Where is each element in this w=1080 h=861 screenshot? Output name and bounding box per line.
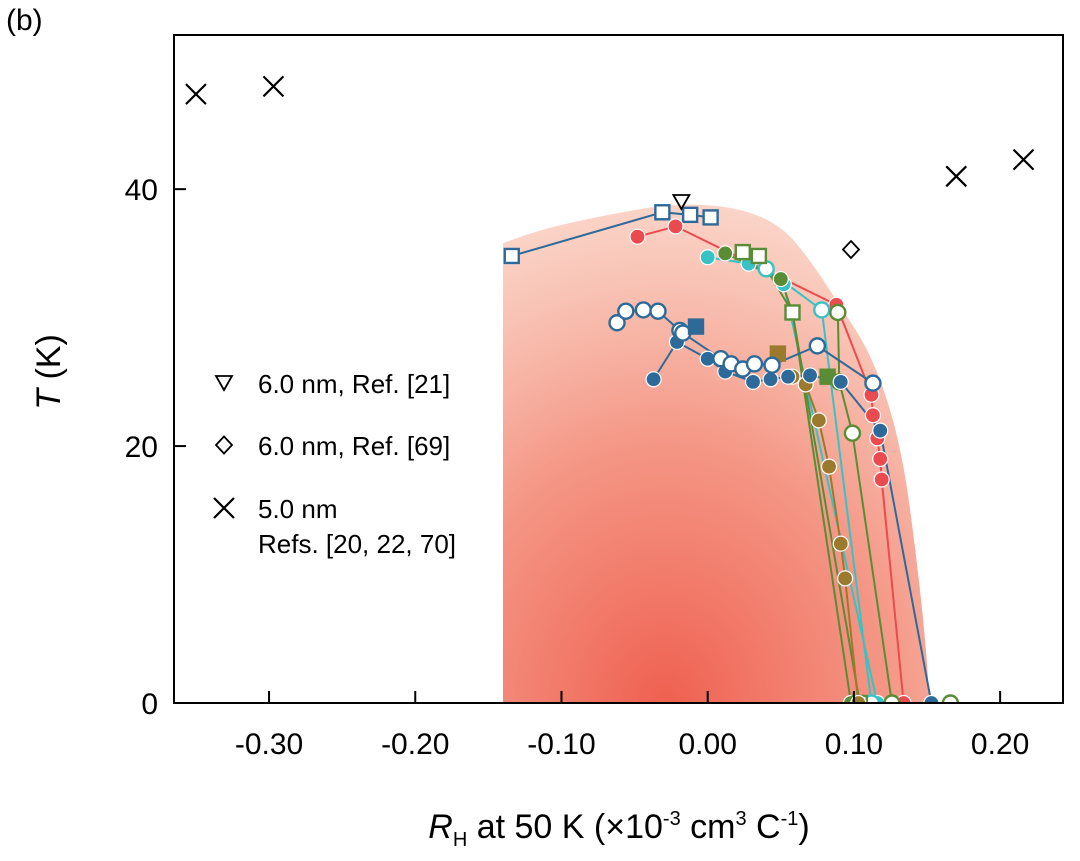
x-tick-label: 0.00 xyxy=(678,728,736,761)
data-point-s15-p3 xyxy=(1012,148,1035,171)
data-point-s8-p3 xyxy=(820,458,838,475)
y-tick-label: 40 xyxy=(125,174,158,207)
legend-label-2-1: Refs. [20, 22, 70] xyxy=(258,529,456,559)
data-point-s5-p0 xyxy=(734,243,751,261)
data-point-s0-p2 xyxy=(681,206,699,224)
data-point-s6-p3 xyxy=(883,694,901,703)
series-line-0 xyxy=(511,211,711,257)
data-point-s12-p0 xyxy=(687,318,705,335)
y-tick-label: 20 xyxy=(125,431,158,464)
data-point-s11-p3 xyxy=(649,302,667,320)
data-point-s10-p7 xyxy=(801,367,819,384)
x-tick-label: -0.30 xyxy=(235,728,303,761)
data-point-s11-p2 xyxy=(634,301,653,319)
data-point-s1-p0 xyxy=(629,228,646,245)
data-point-s3-p1 xyxy=(813,301,831,319)
data-point-s2-p0 xyxy=(699,249,716,266)
data-point-s15-p0 xyxy=(185,83,207,105)
data-point-s0-p1 xyxy=(654,204,671,221)
x-axis-ticks: -0.30 -0.20 -0.10 0.00 0.10 0.20 xyxy=(235,691,1029,761)
data-point-s4-p0 xyxy=(717,245,734,262)
data-point-s10-p10 xyxy=(923,694,940,703)
x-axis-label: RH at 50 K (×10-3 cm3 C-1) xyxy=(428,808,809,851)
x-tick-label: -0.20 xyxy=(381,728,449,761)
data-point-s6-p2 xyxy=(843,424,862,442)
data-point-s1-p4 xyxy=(864,407,882,424)
data-point-s8-p4 xyxy=(832,535,849,552)
x-tick-label: 0.20 xyxy=(971,728,1029,761)
data-point-s10-p5 xyxy=(762,371,779,388)
plot-area xyxy=(185,75,1035,703)
data-point-s5-p1 xyxy=(750,247,768,265)
data-point-s7-p0 xyxy=(819,368,836,385)
legend-label-2-0: 5.0 nm xyxy=(258,494,338,524)
x-tick-label: 0.10 xyxy=(825,728,883,761)
data-point-s10-p6 xyxy=(780,368,797,385)
superconducting-dome xyxy=(502,204,930,703)
data-point-s1-p1 xyxy=(667,218,684,235)
data-point-s13-p0 xyxy=(671,194,691,211)
legend-label-0-0: 6.0 nm, Ref. [21] xyxy=(258,369,450,399)
data-point-s10-p8 xyxy=(832,373,849,390)
data-point-s8-p5 xyxy=(837,570,854,587)
data-point-s0-p3 xyxy=(702,209,719,226)
data-point-s0-p0 xyxy=(503,247,520,265)
data-point-s11-p11 xyxy=(808,337,827,355)
data-point-s8-p2 xyxy=(810,412,827,429)
data-point-s15-p2 xyxy=(945,165,968,188)
x-tick-label: -0.10 xyxy=(527,728,595,761)
y-axis-label: T (K) xyxy=(30,334,68,410)
data-point-s5-p2 xyxy=(784,304,801,321)
data-point-s14-p0 xyxy=(841,239,861,260)
legend: 6.0 nm, Ref. [21] 6.0 nm, Ref. [69] 5.0 nm… xyxy=(213,369,456,559)
data-point-s11-p12 xyxy=(864,374,882,392)
legend-marker-0 xyxy=(214,375,234,392)
data-point-s1-p7 xyxy=(873,471,890,488)
data-point-s10-p9 xyxy=(872,422,889,439)
data-point-s11-p1 xyxy=(617,302,635,320)
data-point-s10-p0 xyxy=(645,371,662,388)
data-point-s11-p9 xyxy=(745,355,764,373)
data-point-s10-p4 xyxy=(744,373,762,390)
data-point-s15-p1 xyxy=(262,75,285,98)
data-point-s6-p4 xyxy=(941,694,960,703)
y-axis-ticks: 0 20 40 xyxy=(125,174,186,721)
panel-label: (b) xyxy=(6,4,43,37)
legend-marker-1 xyxy=(214,435,234,455)
data-point-s1-p6 xyxy=(872,450,889,468)
data-point-s4-p1 xyxy=(772,270,789,288)
legend-label-1-0: 6.0 nm, Ref. [69] xyxy=(258,431,450,461)
data-point-s6-p0 xyxy=(829,303,847,322)
series-markers xyxy=(185,75,1035,703)
legend-marker-2 xyxy=(213,497,235,519)
data-point-s11-p10 xyxy=(763,356,781,374)
data-point-s11-p0 xyxy=(608,314,626,332)
plot-frame xyxy=(173,34,1064,704)
y-tick-label: 0 xyxy=(141,688,158,721)
